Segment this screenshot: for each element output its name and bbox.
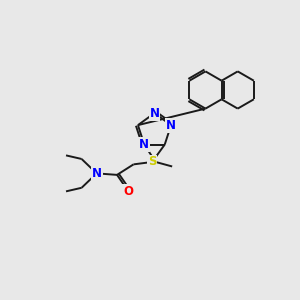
Text: O: O xyxy=(123,185,134,198)
Text: N: N xyxy=(166,118,176,132)
Text: N: N xyxy=(149,106,160,120)
Text: N: N xyxy=(92,167,102,180)
Text: S: S xyxy=(148,155,156,169)
Text: N: N xyxy=(139,138,149,151)
